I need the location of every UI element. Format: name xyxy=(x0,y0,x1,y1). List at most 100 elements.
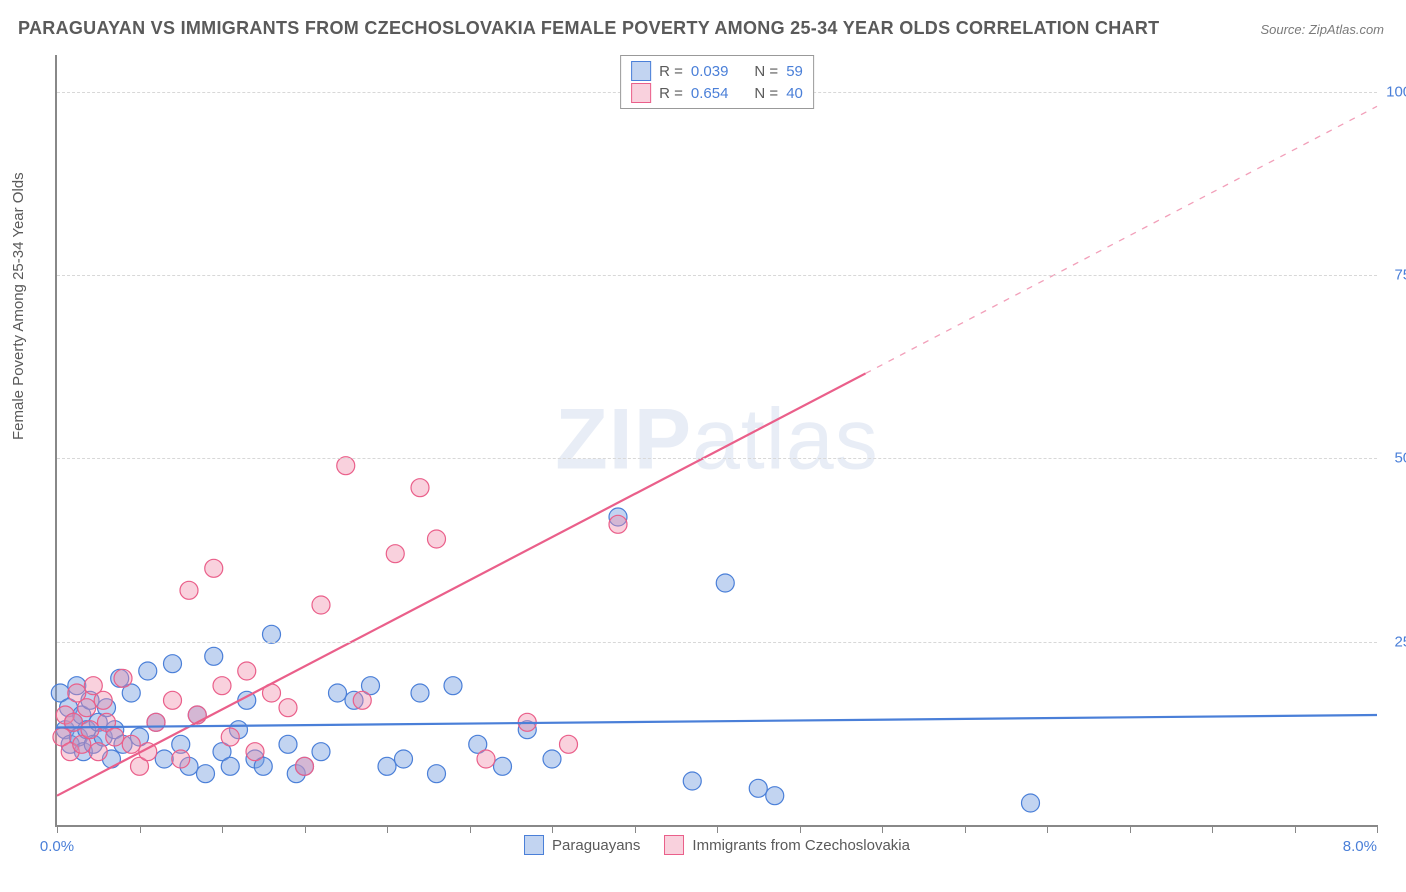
data-point xyxy=(180,581,198,599)
x-tick xyxy=(1295,825,1296,833)
x-tick xyxy=(552,825,553,833)
data-point xyxy=(114,669,132,687)
legend-n-value-2: 40 xyxy=(786,85,803,102)
data-point xyxy=(477,750,495,768)
legend-label: Paraguayans xyxy=(552,837,640,854)
data-point xyxy=(65,713,83,731)
trend-line-extrapolated xyxy=(866,106,1378,373)
plot-area: ZIPatlas R = 0.039 N = 59 R = 0.654 N = … xyxy=(55,55,1377,827)
y-tick-label: 50.0% xyxy=(1382,450,1406,467)
x-tick xyxy=(1047,825,1048,833)
x-tick xyxy=(800,825,801,833)
data-point xyxy=(609,515,627,533)
data-point xyxy=(213,677,231,695)
data-point xyxy=(205,647,223,665)
x-tick xyxy=(1130,825,1131,833)
data-point xyxy=(106,728,124,746)
x-tick xyxy=(222,825,223,833)
data-point xyxy=(279,735,297,753)
trend-line xyxy=(57,715,1377,727)
x-tick xyxy=(305,825,306,833)
data-point xyxy=(221,757,239,775)
data-point xyxy=(164,691,182,709)
x-tick xyxy=(387,825,388,833)
data-point xyxy=(1022,794,1040,812)
data-point xyxy=(78,699,96,717)
legend-r-value-1: 0.039 xyxy=(691,63,729,80)
x-tick xyxy=(635,825,636,833)
legend-n-value-1: 59 xyxy=(786,63,803,80)
y-tick-label: 100.0% xyxy=(1382,83,1406,100)
x-tick xyxy=(965,825,966,833)
legend-item-czechoslovakia: Immigrants from Czechoslovakia xyxy=(664,835,910,855)
data-point xyxy=(395,750,413,768)
data-point xyxy=(238,662,256,680)
legend-item-paraguayans: Paraguayans xyxy=(524,835,640,855)
chart-title: PARAGUAYAN VS IMMIGRANTS FROM CZECHOSLOV… xyxy=(18,18,1159,39)
chart-svg xyxy=(57,55,1377,825)
legend-swatch-blue xyxy=(524,835,544,855)
gridline xyxy=(57,642,1377,643)
data-point xyxy=(444,677,462,695)
legend-n-label: N = xyxy=(754,85,778,102)
legend-swatch-pink xyxy=(631,83,651,103)
data-point xyxy=(122,735,140,753)
data-point xyxy=(337,457,355,475)
legend-row-series-1: R = 0.039 N = 59 xyxy=(631,60,803,82)
series-legend: Paraguayans Immigrants from Czechoslovak… xyxy=(524,835,910,855)
legend-swatch-pink xyxy=(664,835,684,855)
x-tick xyxy=(882,825,883,833)
data-point xyxy=(329,684,347,702)
x-tick xyxy=(1212,825,1213,833)
legend-r-value-2: 0.654 xyxy=(691,85,729,102)
data-point xyxy=(312,743,330,761)
x-tick xyxy=(470,825,471,833)
data-point xyxy=(263,625,281,643)
legend-r-label: R = xyxy=(659,63,683,80)
data-point xyxy=(89,743,107,761)
x-tick-label-start: 0.0% xyxy=(40,838,74,855)
data-point xyxy=(560,735,578,753)
x-tick xyxy=(57,825,58,833)
y-axis-label: Female Poverty Among 25-34 Year Olds xyxy=(10,172,27,440)
legend-label: Immigrants from Czechoslovakia xyxy=(692,837,910,854)
trend-line xyxy=(57,373,866,795)
data-point xyxy=(353,691,371,709)
gridline xyxy=(57,275,1377,276)
data-point xyxy=(411,479,429,497)
x-tick-label-end: 8.0% xyxy=(1343,838,1377,855)
data-point xyxy=(766,787,784,805)
data-point xyxy=(386,545,404,563)
data-point xyxy=(378,757,396,775)
data-point xyxy=(81,721,99,739)
data-point xyxy=(683,772,701,790)
data-point xyxy=(428,765,446,783)
data-point xyxy=(428,530,446,548)
y-tick-label: 75.0% xyxy=(1382,267,1406,284)
data-point xyxy=(164,655,182,673)
y-tick-label: 25.0% xyxy=(1382,633,1406,650)
data-point xyxy=(197,765,215,783)
legend-row-series-2: R = 0.654 N = 40 xyxy=(631,82,803,104)
data-point xyxy=(94,691,112,709)
data-point xyxy=(411,684,429,702)
data-point xyxy=(205,559,223,577)
data-point xyxy=(147,713,165,731)
data-point xyxy=(246,743,264,761)
x-tick xyxy=(140,825,141,833)
correlation-legend: R = 0.039 N = 59 R = 0.654 N = 40 xyxy=(620,55,814,109)
legend-n-label: N = xyxy=(754,63,778,80)
legend-r-label: R = xyxy=(659,85,683,102)
data-point xyxy=(279,699,297,717)
data-point xyxy=(139,662,157,680)
data-point xyxy=(312,596,330,614)
data-point xyxy=(749,779,767,797)
data-point xyxy=(221,728,239,746)
source-attribution: Source: ZipAtlas.com xyxy=(1260,22,1384,37)
data-point xyxy=(716,574,734,592)
x-tick xyxy=(717,825,718,833)
data-point xyxy=(155,750,173,768)
legend-swatch-blue xyxy=(631,61,651,81)
gridline xyxy=(57,458,1377,459)
data-point xyxy=(543,750,561,768)
